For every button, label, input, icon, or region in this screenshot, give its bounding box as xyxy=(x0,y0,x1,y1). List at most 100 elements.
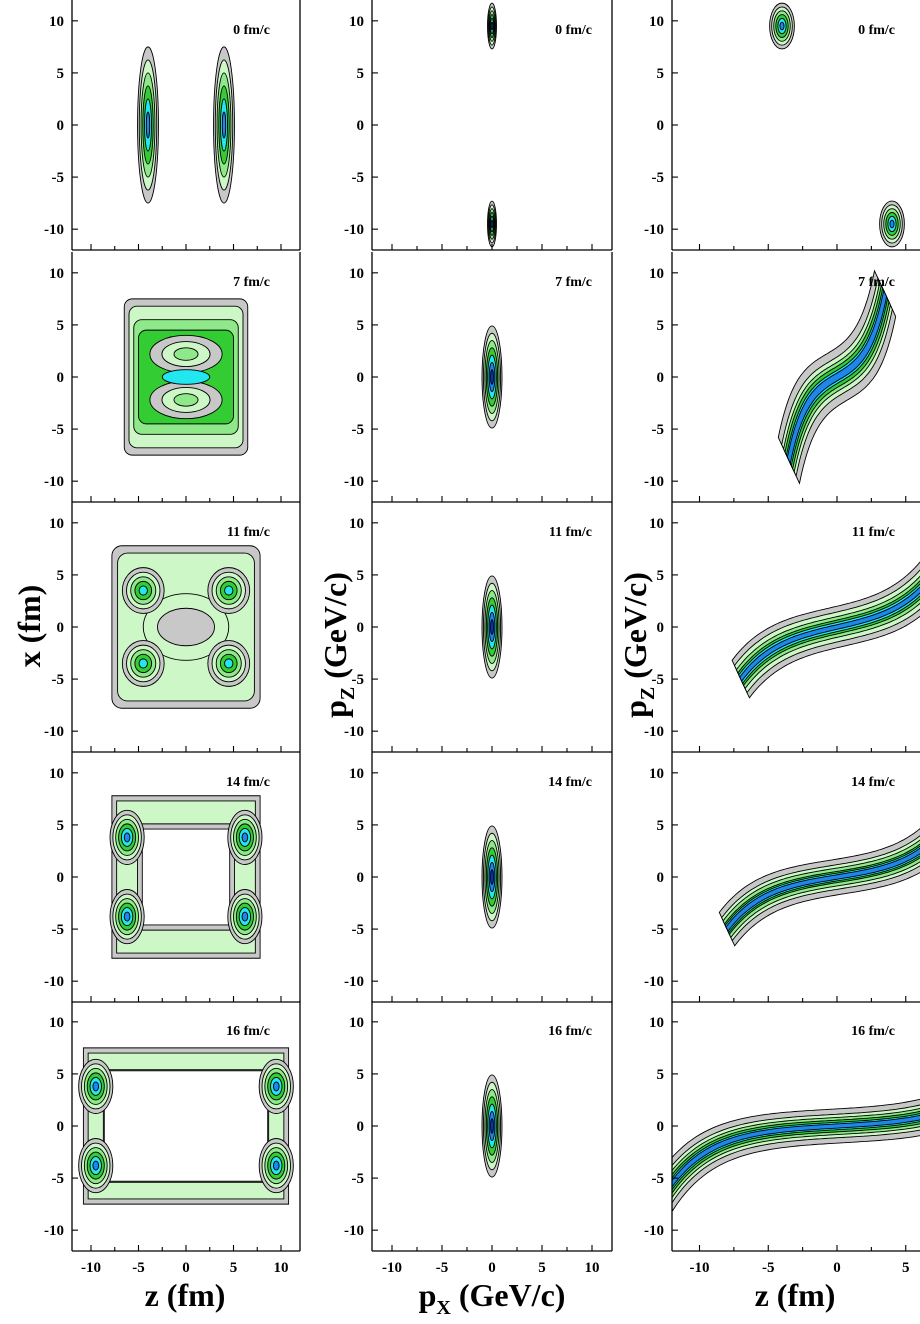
panel-r5-c1-time-label: 16 fm/c xyxy=(226,1024,270,1039)
panel-r3-c1-y-tick-label: -5 xyxy=(52,672,65,688)
panel-r3-c2-y-tick-label: 10 xyxy=(349,516,364,532)
panel-r5-c3-y-tick-label: 10 xyxy=(649,1015,664,1031)
panel-r1-c3-y-tick-label: -10 xyxy=(644,222,664,238)
panel-r4-c1-y-tick-label: -10 xyxy=(44,974,64,990)
col2-x-sub: X xyxy=(436,1297,451,1319)
panel-r5-c2-y-tick-label: -10 xyxy=(344,1223,364,1239)
panel-r4-c2-central-blob-level-7 xyxy=(490,869,494,885)
panel-r1-c1-y-tick-label: 0 xyxy=(57,118,65,134)
panel-r3-c1-time-label: 11 fm/c xyxy=(227,525,270,540)
panel-r5-c2-central-blob-level-7 xyxy=(490,1118,494,1134)
panel-r5-c2-y-tick-label: -5 xyxy=(352,1171,365,1187)
col3-x-tick-label: -5 xyxy=(762,1260,775,1276)
panel-r1-c1-y-tick-label: 10 xyxy=(49,14,64,30)
col1-x-tick-label: 10 xyxy=(274,1260,289,1276)
panel-r2-c1 xyxy=(123,298,249,456)
panel-r3-c2-time-label: 11 fm/c xyxy=(549,525,592,540)
panel-r5-c1-corner-2-level-6 xyxy=(272,1081,280,1092)
panel-r1-c1 xyxy=(137,46,235,204)
panel-r2-c3 xyxy=(777,269,897,485)
panel-r3-c3-time-label: 11 fm/c xyxy=(852,525,895,540)
col3-y-sub: Z xyxy=(637,687,659,700)
panel-r2-c1-lower-core-level-3 xyxy=(173,393,199,407)
panel-r3-c1-y-tick-label: 10 xyxy=(49,516,64,532)
col2-x-tick-label: -10 xyxy=(382,1260,402,1276)
col3-x-tick-label: -10 xyxy=(690,1260,710,1276)
panel-r5-c1-y-tick-label: -10 xyxy=(44,1223,64,1239)
panel-r3-c2-y-tick-label: -10 xyxy=(344,724,364,740)
col2-x-unit: (GeV/c) xyxy=(451,1277,566,1313)
panel-r2-c2-time-label: 7 fm/c xyxy=(555,275,592,290)
panel-r3-c1 xyxy=(111,545,261,709)
panel-r1-c2-time-label: 0 fm/c xyxy=(555,23,592,38)
col2-x-tick-label: 10 xyxy=(585,1260,600,1276)
panel-r4-c2-y-tick-label: -10 xyxy=(344,974,364,990)
panel-r2-c1-y-tick-label: -5 xyxy=(52,422,65,438)
panel-r1-c3-lower-blob-level-6 xyxy=(889,219,895,229)
panel-r4-c2-y-tick-label: 0 xyxy=(357,870,365,886)
panel-r4-c3-time-label: 14 fm/c xyxy=(851,775,895,790)
panel-r4-c1-y-tick-label: -5 xyxy=(52,922,65,938)
panel-r2-c3-band-level-6 xyxy=(786,289,888,465)
panel-r2-c1-time-label: 7 fm/c xyxy=(233,275,270,290)
panel-r2-c3-y-tick-label: -5 xyxy=(652,422,665,438)
panel-r4-c1-y-tick-label: 10 xyxy=(49,766,64,782)
panel-r1-c3 xyxy=(769,2,905,248)
panel-r5-c1-y-tick-label: -5 xyxy=(52,1171,65,1187)
panel-r5-c2 xyxy=(481,1074,503,1178)
panel-r3-c1-y-tick-label: 5 xyxy=(57,568,65,584)
panel-r4-c3-y-tick-label: -5 xyxy=(652,922,665,938)
panel-r5-c2-y-tick-label: 10 xyxy=(349,1015,364,1031)
panel-r4-c1 xyxy=(109,795,263,959)
panel-r3-c3-y-tick-label: 10 xyxy=(649,516,664,532)
panel-r2-c1-y-tick-label: 5 xyxy=(57,318,65,334)
panel-r5-c1-corner-3-level-6 xyxy=(92,1160,100,1171)
panel-r4-c3-band-level-5 xyxy=(724,845,920,934)
panel-r4-c3-y-tick-label: -10 xyxy=(644,974,664,990)
panel-r1-c2-y-tick-label: -10 xyxy=(344,222,364,238)
panel-r4-c2 xyxy=(481,825,503,929)
panel-r4-c1-corner-3-level-6 xyxy=(123,911,131,922)
panel-r5-c2-y-tick-label: 5 xyxy=(357,1067,365,1083)
panel-r2-c1-y-tick-label: -10 xyxy=(44,474,64,490)
panel-r1-c2-lower-blob-level-6 xyxy=(490,219,494,229)
panel-r1-c2-y-tick-label: 10 xyxy=(349,14,364,30)
col1-y-axis-label: x (fm) xyxy=(11,585,47,668)
panel-r3-c3-y-tick-label: 5 xyxy=(657,568,665,584)
col1-x-axis-label: z (fm) xyxy=(145,1277,226,1313)
panel-r3-c2-central-blob-level-7 xyxy=(490,619,494,635)
panel-r4-c3-y-tick-label: 5 xyxy=(657,818,665,834)
col3-x-tick-label: 5 xyxy=(902,1260,910,1276)
panel-r1-c3-time-label: 0 fm/c xyxy=(858,23,895,38)
panel-r5-c1-inner-ring xyxy=(87,1052,285,1200)
panel-r5-c3-y-tick-label: -5 xyxy=(652,1171,665,1187)
panel-r4-c1-corner-2-level-6 xyxy=(241,832,249,843)
panel-r3-c3-y-tick-label: -10 xyxy=(644,724,664,740)
panel-r4-c1-time-label: 14 fm/c xyxy=(226,775,270,790)
panel-r3-c2-y-tick-label: 0 xyxy=(357,620,365,636)
panel-r1-c1-y-tick-label: 5 xyxy=(57,66,65,82)
panel-r4-c3-band-level-3 xyxy=(722,839,920,939)
panel-r2-c1-center-band xyxy=(161,369,211,385)
panel-r1-c2-upper-blob-level-6 xyxy=(490,21,494,31)
panel-r2-c1-y-tick-label: 10 xyxy=(49,266,64,282)
panel-r2-c2-central-blob-level-7 xyxy=(490,369,494,385)
panel-r1-c2-y-tick-label: 0 xyxy=(357,118,365,134)
panel-r5-c2-time-label: 16 fm/c xyxy=(548,1024,592,1039)
col2-y-unit: (GeV/c) xyxy=(317,572,353,687)
panel-r1-c2-y-tick-label: 5 xyxy=(357,66,365,82)
panel-r4-c3-y-tick-label: 0 xyxy=(657,870,665,886)
col2-x-tick-label: 5 xyxy=(538,1260,546,1276)
panel-r2-c2-y-tick-label: 10 xyxy=(349,266,364,282)
panel-r2-c3-time-label: 7 fm/c xyxy=(858,275,895,290)
panel-r4-c1-corner-1-level-6 xyxy=(123,832,131,843)
panel-r5-c1-corner-4-level-6 xyxy=(272,1160,280,1171)
panel-r3-c1-y-tick-label: 0 xyxy=(57,620,65,636)
panel-r1-c3-y-tick-label: 10 xyxy=(649,14,664,30)
col3-y-main: p xyxy=(617,700,653,718)
panel-r2-c1-upper-core-level-3 xyxy=(173,347,199,361)
panel-r5-c1 xyxy=(78,1047,294,1205)
col3-x-tick-label: 0 xyxy=(833,1260,841,1276)
panel-r4-c2-y-tick-label: -5 xyxy=(352,922,365,938)
